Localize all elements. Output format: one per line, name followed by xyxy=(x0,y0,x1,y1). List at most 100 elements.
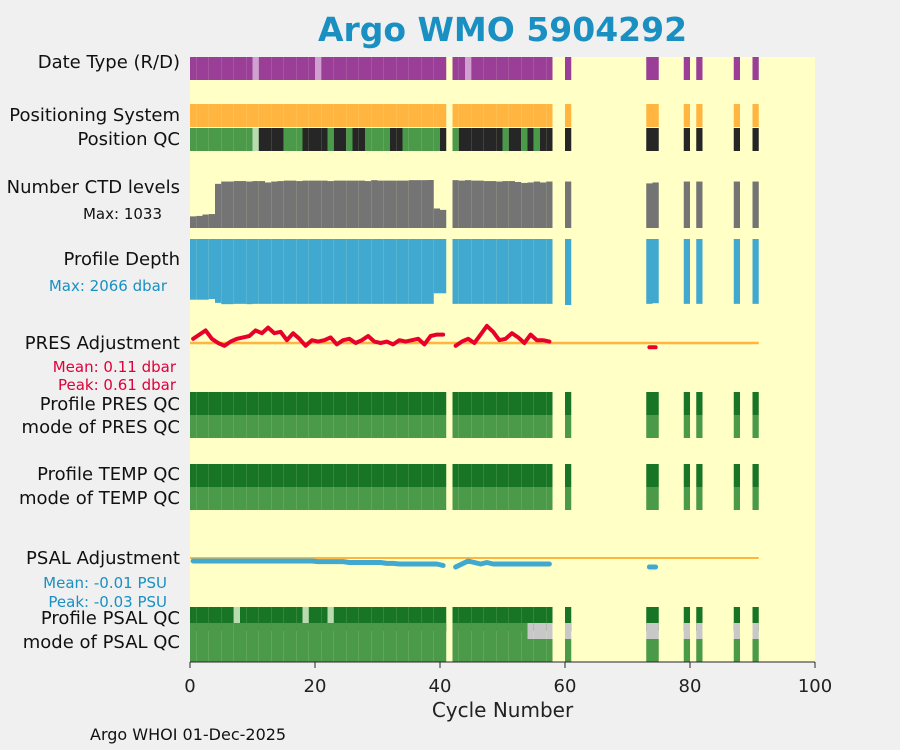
profile-temp-qc-cell xyxy=(458,464,465,487)
profile-depth-bar xyxy=(408,239,415,304)
profile-depth-bar xyxy=(358,239,365,304)
ctd-levels-bar xyxy=(290,180,297,228)
mode-psal-qc-cell xyxy=(365,623,372,639)
mode-pres-qc-cell xyxy=(440,415,447,438)
positioning-system-cell xyxy=(283,104,290,127)
profile-temp-qc-cell xyxy=(265,464,272,487)
mode-psal-qc-cell xyxy=(346,623,353,639)
ctd-levels-bar xyxy=(202,214,209,228)
profile-psal-qc-cell xyxy=(521,607,528,631)
profile-temp-qc-cell xyxy=(315,464,322,487)
mode-psal-qc-cell xyxy=(383,639,390,662)
position-qc-cell xyxy=(208,128,215,151)
mode-temp-qc-cell xyxy=(358,487,365,510)
mode-psal-qc-cell xyxy=(652,623,659,639)
profile-psal-qc-cell xyxy=(508,607,515,631)
ctd-levels-bar xyxy=(427,180,434,228)
ctd-levels-bar xyxy=(415,180,422,228)
x-tick-label: 0 xyxy=(184,676,196,697)
profile-temp-qc-cell xyxy=(227,464,234,487)
profile-temp-qc-cell xyxy=(302,464,309,487)
ctd-levels-bar xyxy=(340,180,347,228)
profile-depth-bar xyxy=(390,239,397,304)
position-qc-cell xyxy=(683,128,690,151)
mode-psal-qc-cell xyxy=(752,639,759,662)
profile-pres-qc-cell xyxy=(521,392,528,415)
mode-psal-qc-cell xyxy=(508,639,515,662)
profile-depth-bar xyxy=(521,239,528,304)
position-qc-cell xyxy=(471,128,478,151)
ctd-levels-bar xyxy=(752,181,759,228)
mode-psal-qc-cell xyxy=(458,639,465,662)
profile-psal-qc-cell xyxy=(277,607,284,631)
position-qc-cell xyxy=(408,128,415,151)
date-type-cell xyxy=(315,57,322,80)
profile-depth-bar xyxy=(240,239,247,304)
date-type-cell xyxy=(696,57,703,80)
date-type-cell xyxy=(227,57,234,80)
mode-psal-qc-cell xyxy=(233,623,240,639)
mode-psal-qc-cell xyxy=(533,639,540,662)
mode-temp-qc-cell xyxy=(252,487,259,510)
mode-pres-qc-cell xyxy=(496,415,503,438)
profile-psal-qc-cell xyxy=(546,607,553,631)
date-type-cell xyxy=(402,57,409,80)
positioning-system-cell xyxy=(415,104,422,127)
position-qc-cell xyxy=(233,128,240,151)
mode-psal-qc-cell xyxy=(427,639,434,662)
mode-psal-qc-cell xyxy=(440,623,447,639)
mode-temp-qc-cell xyxy=(440,487,447,510)
profile-temp-qc-cell xyxy=(252,464,259,487)
date-type-cell xyxy=(452,57,459,80)
date-type-cell xyxy=(308,57,315,80)
mode-pres-qc-cell xyxy=(333,415,340,438)
profile-temp-qc-cell xyxy=(565,464,572,487)
mode-temp-qc-cell xyxy=(327,487,334,510)
mode-psal-qc-cell xyxy=(458,623,465,639)
date-type-cell xyxy=(221,57,228,80)
ctd-levels-bar xyxy=(408,180,415,228)
mode-pres-qc-cell xyxy=(340,415,347,438)
positioning-system-cell xyxy=(202,104,209,127)
mode-temp-qc-cell xyxy=(283,487,290,510)
positioning-system-cell xyxy=(215,104,222,127)
profile-psal-qc-cell xyxy=(496,607,503,631)
profile-psal-qc-cell xyxy=(540,607,547,631)
mode-psal-qc-cell xyxy=(371,623,378,639)
profile-temp-qc-cell xyxy=(308,464,315,487)
profile-temp-qc-cell xyxy=(415,464,422,487)
chart-title: Argo WMO 5904292 xyxy=(317,10,688,49)
mode-psal-qc-cell xyxy=(333,623,340,639)
mode-psal-qc-cell xyxy=(483,639,490,662)
profile-psal-qc-cell xyxy=(240,607,247,631)
profile-psal-qc-cell xyxy=(396,607,403,631)
mode-temp-qc-cell xyxy=(352,487,359,510)
date-type-cell xyxy=(240,57,247,80)
profile-depth-bar xyxy=(340,239,347,304)
date-type-cell xyxy=(208,57,215,80)
mode-psal-qc-cell xyxy=(296,623,303,639)
profile-psal-qc-cell xyxy=(227,607,234,631)
mode-psal-qc-cell xyxy=(508,623,515,639)
profile-depth-bar xyxy=(190,239,197,300)
mode-psal-qc-cell xyxy=(358,623,365,639)
label-mode-temp-qc: mode of TEMP QC xyxy=(18,488,180,509)
mode-pres-qc-cell xyxy=(421,415,428,438)
label-pres-adjustment: PRES Adjustment xyxy=(24,333,180,354)
mode-pres-qc-cell xyxy=(546,415,553,438)
positioning-system-cell xyxy=(696,104,703,127)
date-type-cell xyxy=(496,57,503,80)
ctd-levels-bar xyxy=(308,180,315,228)
mode-psal-qc-cell xyxy=(490,623,497,639)
profile-pres-qc-cell xyxy=(340,392,347,415)
mode-temp-qc-cell xyxy=(221,487,228,510)
profile-temp-qc-cell xyxy=(358,464,365,487)
pres-adjustment-line xyxy=(191,325,446,348)
profile-temp-qc-cell xyxy=(346,464,353,487)
mode-pres-qc-cell xyxy=(471,415,478,438)
mode-psal-qc-cell xyxy=(246,639,253,662)
mode-psal-qc-cell xyxy=(527,639,534,662)
position-qc-cell xyxy=(308,128,315,151)
profile-temp-qc-cell xyxy=(683,464,690,487)
profile-pres-qc-cell xyxy=(752,392,759,415)
